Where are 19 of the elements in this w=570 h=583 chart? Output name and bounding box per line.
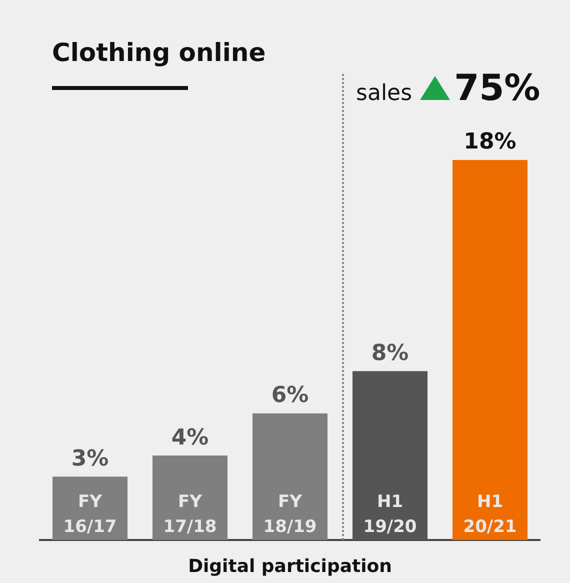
bar [152, 456, 228, 540]
bar [452, 160, 528, 540]
bar [52, 476, 128, 540]
text: sales [356, 81, 412, 106]
data-label: 8% [371, 340, 409, 366]
bar [352, 371, 428, 540]
data-label: 6% [271, 383, 309, 408]
bar [252, 413, 328, 540]
x-axis-title: Digital participation [188, 556, 392, 577]
data-label: 4% [171, 425, 209, 450]
text: 75% [454, 68, 540, 109]
x-tick-label: FY 17/18 [163, 492, 217, 537]
x-tick-label: FY 16/17 [63, 492, 117, 537]
data-label: 18% [464, 130, 516, 155]
x-tick-label: FY 18/19 [263, 492, 317, 537]
chart-title: Clothing online [52, 38, 266, 67]
data-label: 3% [71, 446, 109, 472]
x-tick-label: H1 20/21 [463, 492, 517, 537]
x-tick-label: H1 19/20 [363, 492, 417, 537]
